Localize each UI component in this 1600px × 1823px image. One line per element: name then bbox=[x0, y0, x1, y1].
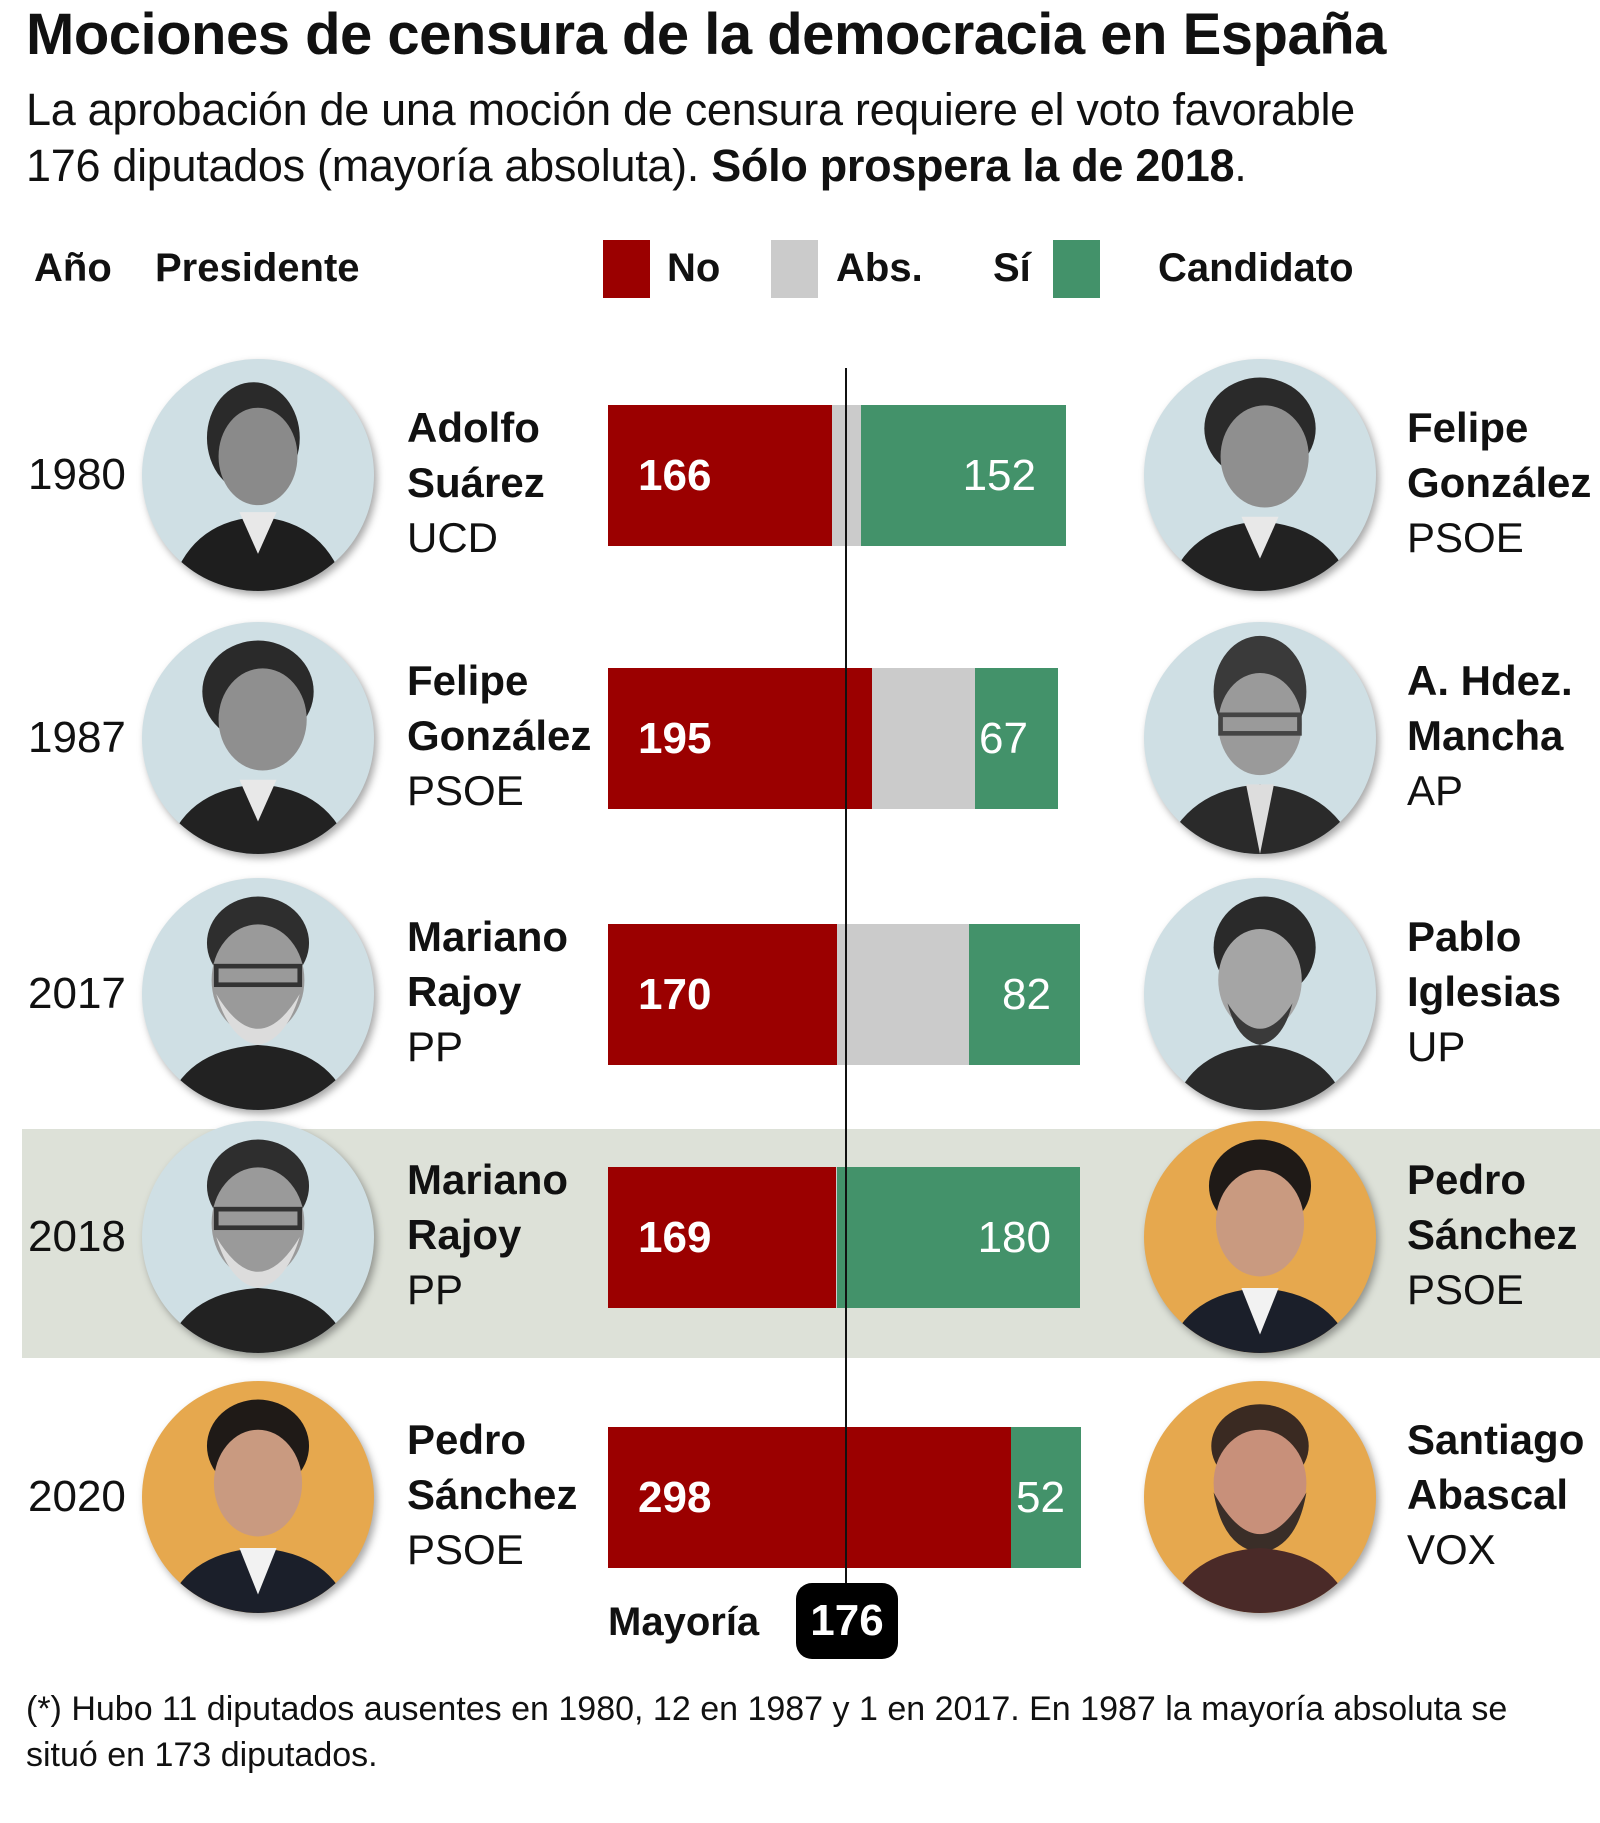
president-portrait-rajoy bbox=[142, 878, 374, 1110]
president-name: Felipe González PSOE bbox=[407, 657, 592, 814]
legend-swatch-si bbox=[1053, 240, 1100, 298]
value-no: 298 bbox=[638, 1473, 712, 1522]
bar-segment-no bbox=[608, 1167, 836, 1308]
subtitle-bold: Sólo prospera la de 2018 bbox=[711, 140, 1235, 191]
person-silhouette-icon bbox=[1162, 635, 1358, 854]
person-silhouette-icon bbox=[165, 640, 351, 854]
president-portrait-rajoy bbox=[142, 1121, 374, 1353]
legend-label-si: Sí bbox=[993, 246, 1031, 290]
person-silhouette-icon bbox=[165, 1139, 351, 1353]
subtitle-line-2: 176 diputados (mayoría absoluta). Sólo p… bbox=[26, 138, 1355, 194]
candidate-portrait-gonzalez bbox=[1144, 359, 1376, 591]
value-no: 166 bbox=[638, 451, 712, 500]
legend-swatch-abs bbox=[771, 240, 818, 298]
person-silhouette-icon bbox=[1167, 1404, 1353, 1613]
vote-bar-2017: 170 82 bbox=[608, 924, 1081, 1065]
bar-segment-no bbox=[608, 924, 837, 1065]
bar-segment-abs bbox=[837, 924, 969, 1065]
bar-segment-no bbox=[608, 1427, 1011, 1568]
president-name: Pedro Sánchez PSOE bbox=[407, 1416, 578, 1573]
bar-segment-si bbox=[975, 668, 1058, 809]
vote-bar-2018: 169 180 bbox=[608, 1167, 1081, 1308]
value-no: 195 bbox=[638, 714, 712, 763]
president-portrait-suarez bbox=[142, 359, 374, 591]
subtitle-line-1: La aprobación de una moción de censura r… bbox=[26, 84, 1355, 135]
legend-label-abs: Abs. bbox=[836, 246, 923, 290]
subtitle-end: . bbox=[1234, 140, 1247, 191]
person-silhouette-icon bbox=[165, 1399, 351, 1613]
candidate-name: Pedro Sánchez PSOE bbox=[1407, 1156, 1578, 1313]
chart-subtitle: La aprobación de una moción de censura r… bbox=[26, 82, 1355, 194]
bar-segment-abs bbox=[836, 1167, 837, 1308]
value-si: 82 bbox=[1002, 970, 1051, 1019]
bar-segment-si bbox=[837, 1167, 1080, 1308]
candidate-name: A. Hdez. Mancha AP bbox=[1407, 657, 1573, 814]
person-silhouette-icon bbox=[1171, 896, 1349, 1110]
candidate-portrait-sanchez bbox=[1144, 1121, 1376, 1353]
bar-segment-si bbox=[1011, 1427, 1081, 1568]
footnote: (*) Hubo 11 diputados ausentes en 1980, … bbox=[26, 1690, 1508, 1774]
column-header-year: Año bbox=[34, 246, 112, 290]
president-name: Mariano Rajoy PP bbox=[407, 913, 569, 1070]
legend-swatch-no bbox=[603, 240, 650, 298]
president-portrait-gonzalez bbox=[142, 622, 374, 854]
row-year: 2018 bbox=[28, 1212, 126, 1261]
subtitle-regular: 176 diputados (mayoría absoluta). bbox=[26, 140, 712, 191]
president-portrait-sanchez bbox=[142, 1381, 374, 1613]
candidate-portrait-iglesias bbox=[1144, 878, 1376, 1110]
president-name: Mariano Rajoy PP bbox=[407, 1156, 569, 1313]
bar-segment-no bbox=[608, 668, 872, 809]
person-silhouette-icon bbox=[1167, 377, 1353, 591]
row-year: 1980 bbox=[28, 450, 126, 499]
value-si: 67 bbox=[979, 714, 1028, 763]
vote-bar-1980: 166 152 bbox=[608, 405, 1081, 546]
value-no: 170 bbox=[638, 970, 712, 1019]
value-si: 152 bbox=[962, 451, 1036, 500]
person-silhouette-icon bbox=[169, 382, 347, 591]
bar-segment-si bbox=[861, 405, 1066, 546]
person-silhouette-icon bbox=[1167, 1139, 1353, 1353]
majority-label: Mayoría bbox=[608, 1600, 760, 1644]
value-si: 180 bbox=[977, 1213, 1051, 1262]
bar-segment-abs bbox=[872, 668, 975, 809]
value-si: 52 bbox=[1016, 1473, 1065, 1522]
president-name: Adolfo Suárez UCD bbox=[407, 404, 545, 561]
column-header-candidate: Candidato bbox=[1158, 246, 1354, 290]
candidate-name: Felipe González PSOE bbox=[1407, 404, 1592, 561]
majority-line bbox=[845, 368, 847, 1584]
column-header-president: Presidente bbox=[155, 246, 360, 290]
row-year: 2020 bbox=[28, 1472, 126, 1521]
row-year: 1987 bbox=[28, 713, 126, 762]
value-no: 169 bbox=[638, 1213, 712, 1262]
person-silhouette-icon bbox=[165, 896, 351, 1110]
legend-label-no: No bbox=[667, 246, 721, 290]
vote-bar-1987: 195 67 bbox=[608, 668, 1081, 809]
row-year: 2017 bbox=[28, 969, 126, 1018]
candidate-portrait-abascal bbox=[1144, 1381, 1376, 1613]
bar-segment-no bbox=[608, 405, 832, 546]
vote-bar-2020: 298 52 bbox=[608, 1427, 1081, 1568]
candidate-name: Santiago Abascal VOX bbox=[1407, 1416, 1585, 1573]
majority-value-badge: 176 bbox=[796, 1583, 898, 1659]
bar-segment-si bbox=[969, 924, 1080, 1065]
candidate-name: Pablo Iglesias UP bbox=[1407, 913, 1562, 1070]
chart-title: Mociones de censura de la democracia en … bbox=[26, 2, 1386, 67]
candidate-portrait-hernandez-mancha bbox=[1144, 622, 1376, 854]
